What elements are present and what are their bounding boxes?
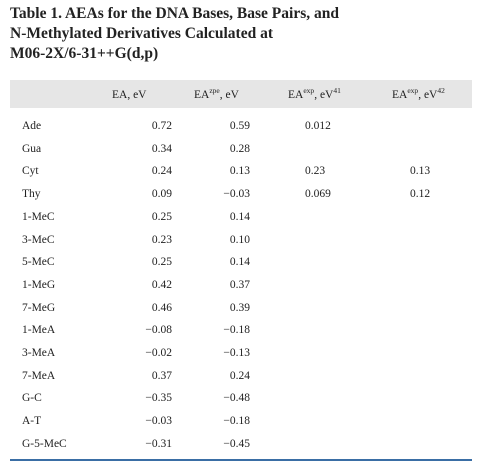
row-label: 3-MeA <box>22 347 56 359</box>
row-label: Thy <box>22 188 41 201</box>
value-cell: 0.25 <box>151 210 172 223</box>
row-label: 7-MeA <box>22 369 56 382</box>
value-cell: 0.10 <box>229 233 250 246</box>
header-cell: EAexp, eV41 <box>288 86 341 102</box>
value-cell: 0.23 <box>151 233 172 246</box>
title-line: N-Methylated Derivatives Calculated at <box>10 25 274 42</box>
value-cell: −0.31 <box>145 437 172 450</box>
value-cell: −0.08 <box>145 324 172 337</box>
value-cell: 0.37 <box>151 369 172 382</box>
row-label: Gua <box>22 142 42 155</box>
value-cell: 0.13 <box>229 165 250 178</box>
header-sup: exp <box>303 86 315 95</box>
table-title: Table 1. AEAs for the DNA Bases, Base Pa… <box>10 4 470 64</box>
value-cell: 0.28 <box>229 142 250 155</box>
row-label: 1-MeA <box>22 324 56 337</box>
title-line: Table 1. AEAs for the DNA Bases, Base Pa… <box>10 5 339 22</box>
header-ref: 42 <box>437 86 445 95</box>
value-cell: −0.45 <box>223 437 250 450</box>
value-cell: −0.48 <box>223 392 250 405</box>
header-text: EA <box>194 89 210 101</box>
value-cell: 0.34 <box>151 142 172 155</box>
value-cell: −0.02 <box>145 347 172 359</box>
value-cell: 0.25 <box>151 256 172 269</box>
value-cell: 0.23 <box>305 165 326 178</box>
header-band <box>10 80 472 108</box>
header-sup: zpe <box>209 86 220 95</box>
header-cell: EA, eV <box>112 88 147 102</box>
header-text: EA, eV <box>112 89 147 101</box>
header-sup: exp <box>407 86 419 95</box>
header-unit: , eV <box>418 89 438 101</box>
row-label: 1-MeG <box>22 278 56 291</box>
value-cell: 0.59 <box>229 120 250 132</box>
value-cell: −0.13 <box>223 347 250 359</box>
header-unit: , eV <box>219 89 239 101</box>
title-line: M06-2X/6-31++G(d,p) <box>10 45 159 62</box>
value-cell: 0.42 <box>151 278 172 291</box>
header-text: EA <box>392 89 408 101</box>
value-cell: 0.012 <box>305 120 331 132</box>
row-label: G-C <box>22 392 42 405</box>
header-ref: 41 <box>333 86 341 95</box>
row-label: Cyt <box>22 165 39 178</box>
value-cell: 0.39 <box>229 301 250 314</box>
value-cell: 0.72 <box>151 120 172 132</box>
row-label: 7-MeG <box>22 301 56 314</box>
row-label: 1-MeC <box>22 210 55 223</box>
value-cell: 0.14 <box>229 210 250 223</box>
value-cell: 0.46 <box>151 301 172 314</box>
row-label: 3-MeC <box>22 233 55 246</box>
row-label: 5-MeC <box>22 256 55 269</box>
value-cell: −0.18 <box>223 324 250 337</box>
value-cell: −0.03 <box>223 188 250 201</box>
bottom-rule <box>10 459 472 461</box>
row-label: A-T <box>22 415 42 428</box>
value-cell: 0.12 <box>410 188 431 201</box>
value-cell: 0.24 <box>229 369 250 382</box>
row-label: Ade <box>22 120 42 132</box>
value-cell: −0.03 <box>145 415 172 428</box>
value-cell: 0.069 <box>305 188 331 201</box>
value-cell: 0.24 <box>151 165 172 178</box>
value-cell: −0.18 <box>223 415 250 428</box>
header-cell: EAzpe, eV <box>194 86 239 102</box>
value-cell: 0.37 <box>229 278 250 291</box>
header-text: EA <box>288 89 304 101</box>
row-label: G-5-MeC <box>22 437 67 450</box>
value-cell: 0.14 <box>229 256 250 269</box>
value-cell: −0.35 <box>145 392 172 405</box>
header-cell: EAexp, eV42 <box>392 86 445 102</box>
value-cell: 0.13 <box>410 165 431 178</box>
value-cell: 0.09 <box>151 188 172 201</box>
header-unit: , eV <box>314 89 334 101</box>
